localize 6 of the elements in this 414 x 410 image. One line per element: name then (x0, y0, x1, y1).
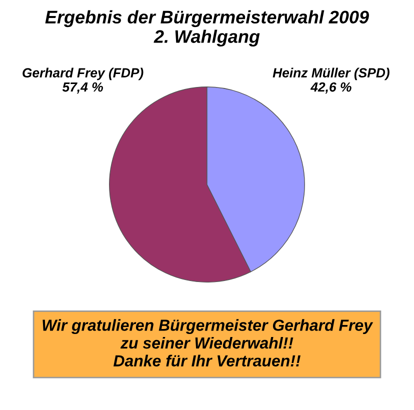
chart-title: Ergebnis der Bürgermeisterwahl 2009 2. Wahlgang (45, 10, 369, 47)
data-label: 57,4 % (62, 82, 103, 94)
slice-label: Gerhard Frey (FDP) (22, 68, 144, 80)
slice-label: Heinz Müller (SPD) (272, 68, 390, 80)
data-label: 42,6 % (310, 82, 352, 94)
text: Wir gratulieren Bürgermeister Gerhard Frey zu seiner Wiederwahl!! Danke für Ihr Vertrauen!! (42, 319, 374, 366)
